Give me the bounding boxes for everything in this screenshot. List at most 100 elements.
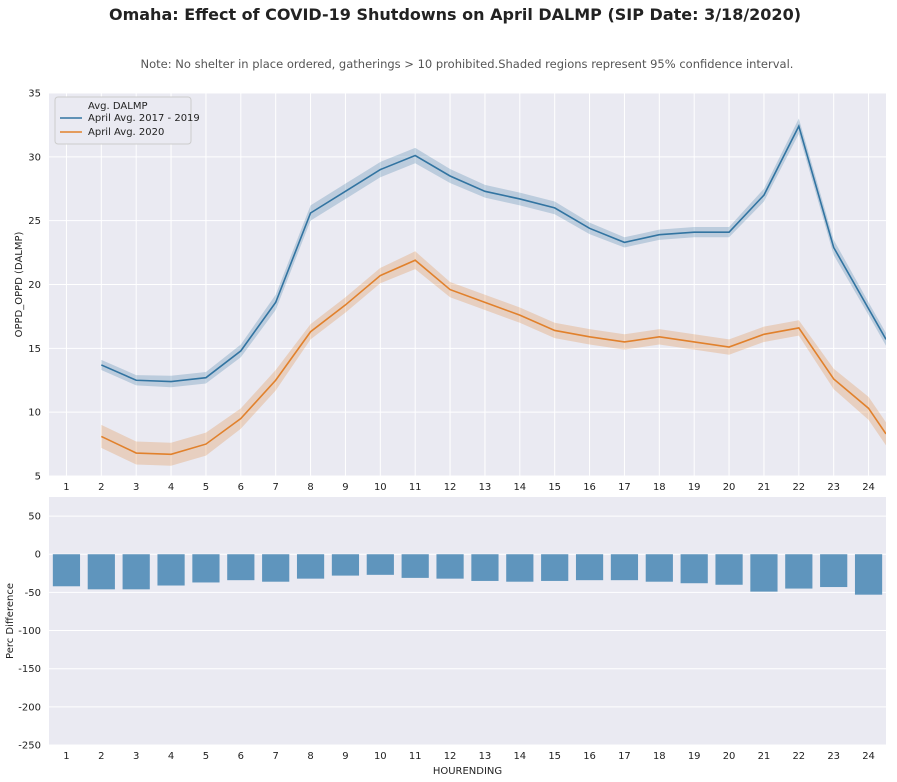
line-x-tick-label: 24	[862, 482, 875, 493]
line-y-tick-label: 35	[28, 89, 41, 100]
line-x-tick-label: 10	[374, 482, 387, 493]
bar-x-tick-label: 4	[168, 751, 174, 762]
bar-x-tick-label: 1	[63, 751, 69, 762]
bar-x-tick-label: 7	[273, 751, 279, 762]
bar-hour-24	[854, 554, 883, 595]
bar-hour-6	[227, 554, 255, 581]
bar-hour-23	[820, 554, 848, 588]
bar-x-tick-label: 13	[479, 751, 492, 762]
bar-hour-21	[750, 554, 778, 592]
line-x-tick-label: 7	[273, 482, 279, 493]
line-x-tick-label: 4	[168, 482, 174, 493]
bar-y-axis-label: Perc Difference	[5, 583, 16, 659]
line-x-tick-label: 19	[688, 482, 701, 493]
line-y-tick-label: 15	[28, 344, 41, 355]
bar-x-tick-label: 3	[133, 751, 139, 762]
legend-entry-2020: April Avg. 2020	[88, 127, 164, 138]
bar-hour-2	[87, 554, 115, 590]
bar-x-tick-label: 19	[688, 751, 701, 762]
bar-x-tick-label: 22	[792, 751, 805, 762]
line-x-tick-label: 20	[723, 482, 736, 493]
line-y-tick-label: 10	[28, 408, 41, 419]
bar-x-tick-label: 17	[618, 751, 631, 762]
bar-hour-14	[506, 554, 534, 582]
bar-hour-16	[575, 554, 604, 581]
line-x-tick-label: 3	[133, 482, 139, 493]
bar-x-tick-label: 12	[444, 751, 457, 762]
bar-y-ticks: -250 -200 -150 -100 -50 0 50	[18, 512, 41, 752]
bar-gridlines	[49, 515, 886, 746]
line-x-tick-label: 5	[203, 482, 209, 493]
confidence-bands	[101, 118, 886, 466]
line-x-tick-label: 15	[548, 482, 561, 493]
bar-hour-15	[541, 554, 569, 581]
line-y-tick-label: 20	[28, 280, 41, 291]
bar-x-tick-label: 8	[307, 751, 313, 762]
legend-entry-2017-2019: April Avg. 2017 - 2019	[88, 113, 200, 124]
chart-note: Note: No shelter in place ordered, gathe…	[141, 57, 794, 71]
line-x-tick-label: 12	[444, 482, 457, 493]
legend: Avg. DALMP April Avg. 2017 - 2019 April …	[54, 96, 200, 145]
bar-hour-10	[366, 554, 394, 575]
bar-hour-4	[157, 554, 185, 586]
bar-y-tick-label: -200	[18, 702, 41, 713]
bar-hour-20	[715, 554, 743, 585]
line-x-tick-label: 11	[409, 482, 422, 493]
bar-x-tick-label: 16	[583, 751, 596, 762]
line-x-tick-label: 8	[307, 482, 313, 493]
bar-hour-3	[122, 554, 150, 590]
bar-y-tick-label: -150	[18, 664, 41, 675]
line-x-tick-label: 21	[758, 482, 771, 493]
bar-x-tick-label: 20	[723, 751, 736, 762]
bar-x-tick-label: 11	[409, 751, 422, 762]
bar-hour-19	[680, 554, 708, 584]
bar-x-tick-label: 5	[203, 751, 209, 762]
line-x-tick-label: 9	[342, 482, 348, 493]
line-gridlines	[49, 92, 886, 477]
bar-x-tick-label: 18	[653, 751, 666, 762]
line-x-tick-label: 13	[479, 482, 492, 493]
bar-hour-22	[785, 554, 813, 589]
chart-title: Omaha: Effect of COVID-19 Shutdowns on A…	[109, 5, 801, 24]
bar-hour-12	[436, 554, 464, 579]
series-line-0	[100, 124, 886, 383]
bar-x-tick-label: 2	[98, 751, 104, 762]
line-x-ticks: 1 2 3 4 5 6 7 8 9 10 11 12 13 14 15 16 17 18 19 20 21 22 23 24	[63, 482, 875, 493]
bar-x-axis-label: HOURENDING	[433, 766, 502, 777]
bar-hour-18	[645, 554, 673, 582]
confidence-band-1	[101, 251, 886, 466]
line-x-tick-label: 23	[827, 482, 840, 493]
bar-hour-13	[471, 554, 499, 581]
line-x-tick-label: 17	[618, 482, 631, 493]
bar-x-ticks: 1 2 3 4 5 6 7 8 9 10 11 12 13 14 15 16 17 18 19 20 21 22 23 24	[63, 751, 875, 762]
line-y-tick-label: 30	[28, 152, 41, 163]
line-x-tick-label: 14	[513, 482, 526, 493]
series-lines	[100, 124, 886, 456]
bar-x-tick-label: 6	[238, 751, 244, 762]
line-y-tick-label: 5	[35, 472, 41, 483]
bar-x-tick-label: 10	[374, 751, 387, 762]
bar-x-tick-label: 15	[548, 751, 561, 762]
bar-x-tick-label: 14	[513, 751, 526, 762]
bar-hour-7	[262, 554, 290, 582]
bar-y-tick-label: -100	[18, 626, 41, 637]
series-line-1	[100, 259, 886, 456]
line-x-tick-label: 18	[653, 482, 666, 493]
bar-y-tick-label: -250	[18, 741, 41, 752]
line-y-axis-label: OPPD_OPPD (DALMP)	[14, 231, 25, 337]
line-x-tick-label: 2	[98, 482, 104, 493]
bar-hour-11	[401, 554, 429, 578]
bar-hour-17	[610, 554, 639, 581]
line-x-tick-label: 1	[63, 482, 69, 493]
legend-box	[54, 96, 192, 145]
legend-title: Avg. DALMP	[88, 101, 147, 112]
bar-y-tick-label: 0	[35, 550, 41, 561]
bar-x-tick-label: 23	[827, 751, 840, 762]
bar-x-tick-label: 24	[862, 751, 875, 762]
bar-y-tick-label: -50	[25, 588, 41, 599]
line-y-ticks: 5 10 15 20 25 30 35	[28, 89, 41, 483]
line-y-tick-label: 25	[28, 216, 41, 227]
